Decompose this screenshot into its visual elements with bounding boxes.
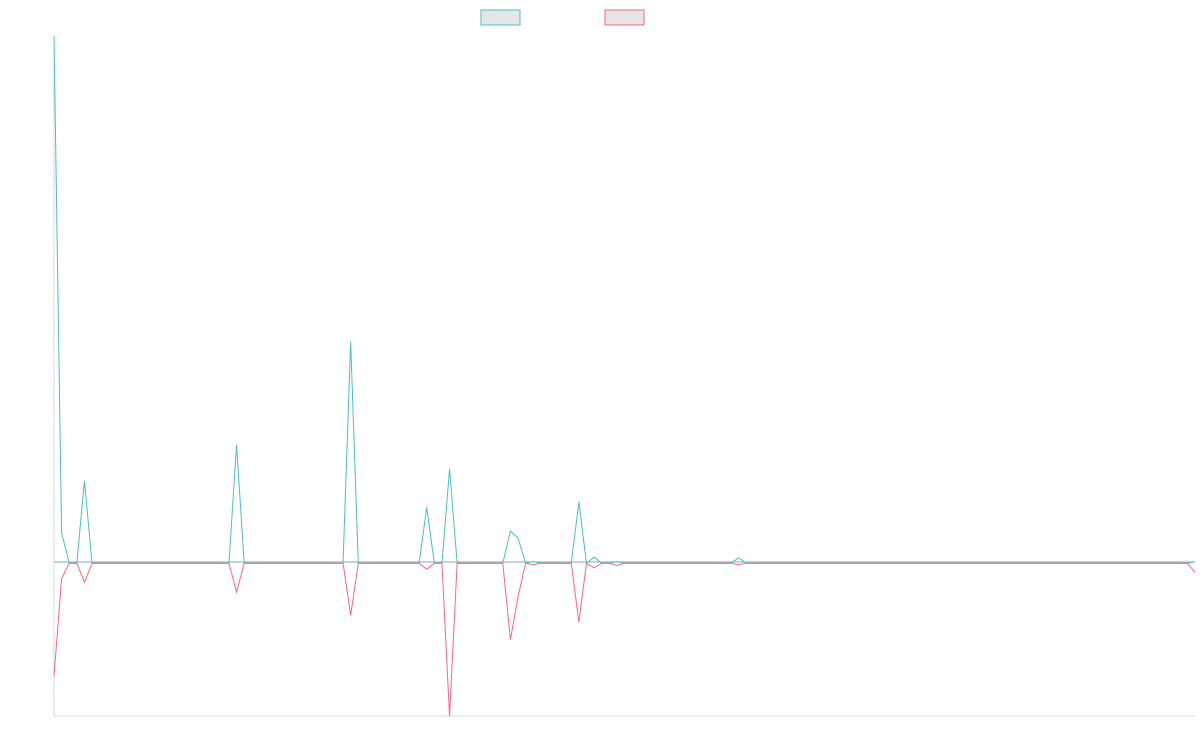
axes: [53, 36, 1195, 717]
legend-series-1-swatch[interactable]: [480, 9, 521, 26]
series-2-line: [53, 562, 1196, 717]
series-layer: [53, 35, 1196, 717]
legend-series-2-swatch[interactable]: [604, 9, 645, 26]
legend: [480, 9, 645, 26]
series-1-line: [53, 35, 1196, 565]
